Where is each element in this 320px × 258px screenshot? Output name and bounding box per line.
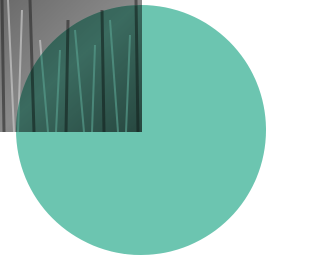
page: [0, 0, 268, 258]
avatar-graphic: [0, 0, 268, 258]
